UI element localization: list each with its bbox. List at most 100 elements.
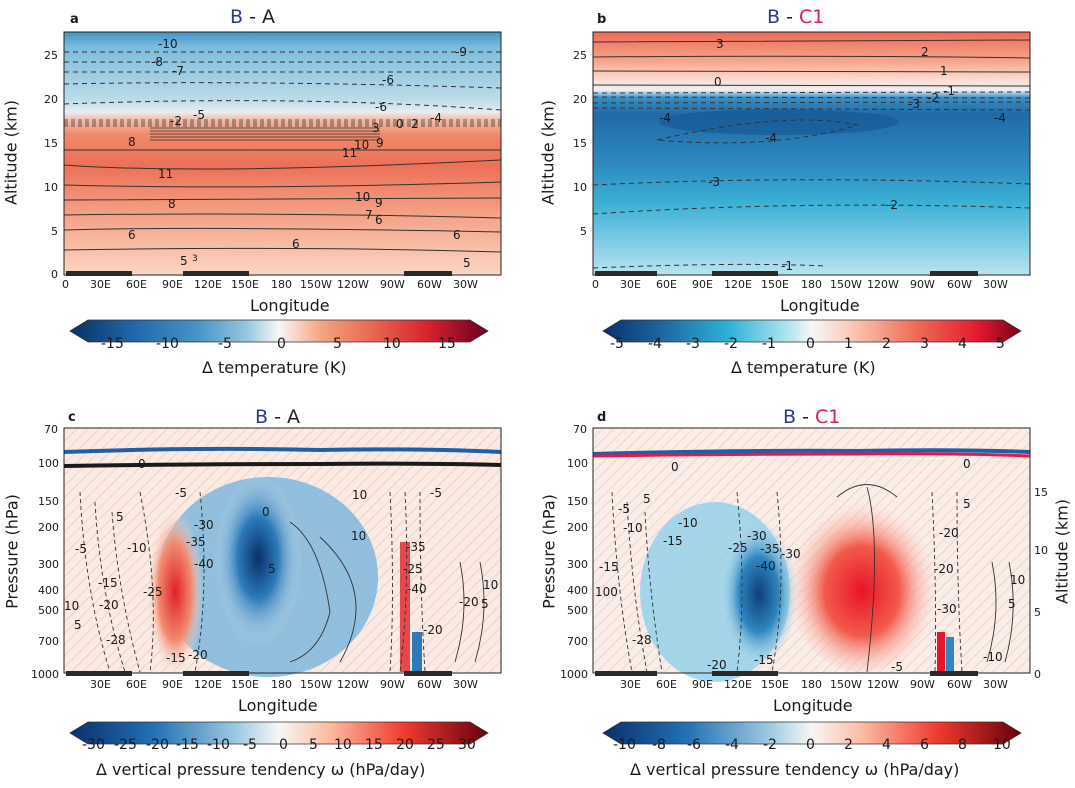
contour-label: 3 [716,37,724,51]
y-axis-label: Altitude (km) [1,100,21,205]
contour-label: -3 [708,175,720,189]
contour-label: 10 [352,488,368,502]
x-tick: 150W [830,278,862,291]
cb-tick: 2 [844,737,853,753]
x-tick: 60E [656,678,677,691]
land-bar [712,271,778,276]
panel-b-field [593,32,1030,275]
y-tick: 300 [38,558,59,571]
contour-label: 2 [921,45,929,59]
contour-label: 0 [138,457,146,471]
contour-label: 3 [372,121,380,135]
panel-c-blue-core [213,477,303,657]
y-tick-right: 10 [1034,544,1048,557]
x-tick: 180 [271,278,292,291]
contour-label: -30 [781,547,801,561]
contour-label: -2 [886,198,898,212]
title-right: C1 [814,406,841,428]
cb-tick: 6 [920,737,929,753]
colorbar-c [69,721,489,745]
contour-label: 100 [595,585,618,599]
cb-tick: 5 [309,737,318,753]
cb-tick: -20 [146,737,169,753]
x-tick: 60E [126,278,147,291]
cb-tick: -10 [613,737,636,753]
contour-label: -15 [98,576,118,590]
y-tick: 300 [567,558,588,571]
cb-tick: -2 [724,336,738,352]
cb-tick: 10 [383,336,401,352]
y-tick: 200 [567,521,588,534]
panel-d: d B - C1 Pressure (hPa) Altitude (km) 70… [537,392,1075,784]
x-tick: 30E [620,278,641,291]
contour-label: -28 [106,633,126,647]
x-tick: 0 [592,278,599,291]
cb-tick: 5 [333,336,342,352]
x-tick: 60W [417,678,442,691]
contour-label: -15 [166,651,186,665]
land-bar [66,671,132,676]
contour-label: -35 [760,542,780,556]
cb-tick: 0 [806,336,815,352]
title-sep: - [796,406,815,428]
x-tick: 150E [761,678,789,691]
y-axis-label: Altitude (km) [538,100,558,205]
cb-tick: 8 [958,737,967,753]
panel-d-frame [592,427,1031,674]
contour-label: -8 [151,55,163,69]
contour-label: 3 [192,254,198,264]
contour-label: -2 [170,114,182,128]
panel-label: b [597,12,607,27]
contour-label: -9 [455,45,467,59]
cb-tick: -25 [114,737,137,753]
contour-label: 5 [481,597,489,611]
contour-label: -5 [175,486,187,500]
x-tick: 60E [126,678,147,691]
contour-label: -25 [403,562,423,576]
x-tick: 120E [194,278,222,291]
contour-label: -3 [908,97,920,111]
x-tick: 30E [90,678,111,691]
contour-label: 7 [365,208,373,222]
x-tick: 180 [271,678,292,691]
contour-label: 9 [376,136,384,150]
contour-label: -30 [937,602,957,616]
cb-tick: -2 [763,737,777,753]
panel-c-contours [79,491,485,673]
x-tick: 30W [453,278,478,291]
title-left: B [255,406,269,428]
x-tick: 0 [62,278,69,291]
contour-label: 10 [354,138,370,152]
y-tick: 20 [44,93,58,106]
cb-tick: -5 [243,737,257,753]
cb-tick: 15 [365,737,383,753]
contour-label: -15 [663,534,683,548]
contour-label: -40 [756,559,776,573]
title-right: A [261,6,275,28]
cb-tick: 30 [458,737,476,753]
x-tick: 60W [947,278,972,291]
title-left: B [230,6,244,28]
panel-b-contours [592,39,1031,269]
contour-label: -15 [599,560,619,574]
contour-label: -10 [127,541,147,555]
contour-label: 10 [64,599,80,613]
contour-label: -5 [193,108,205,122]
colorbar-label: Δ temperature (K) [202,358,347,377]
y-tick: 1000 [31,668,59,681]
contour-label: 8 [128,135,136,149]
panel-b: b B - C1 Altitude (km) 25 20 15 10 5 0 3… [537,0,1075,392]
x-tick: 90W [910,278,935,291]
panel-c-svg [63,427,502,677]
y-tick: 500 [567,604,588,617]
y-tick: 100 [38,457,59,470]
contour-label: 5 [74,618,82,632]
cb-tick: 4 [958,336,967,352]
y-tick: 5 [580,225,587,238]
cb-tick: -15 [176,737,199,753]
y-axis-label-right: Altitude (km) [1052,499,1072,604]
y-tick: 10 [573,181,587,194]
cb-tick: 15 [438,336,456,352]
panel-label: c [68,410,76,425]
panel-title: B - C1 [767,6,824,28]
